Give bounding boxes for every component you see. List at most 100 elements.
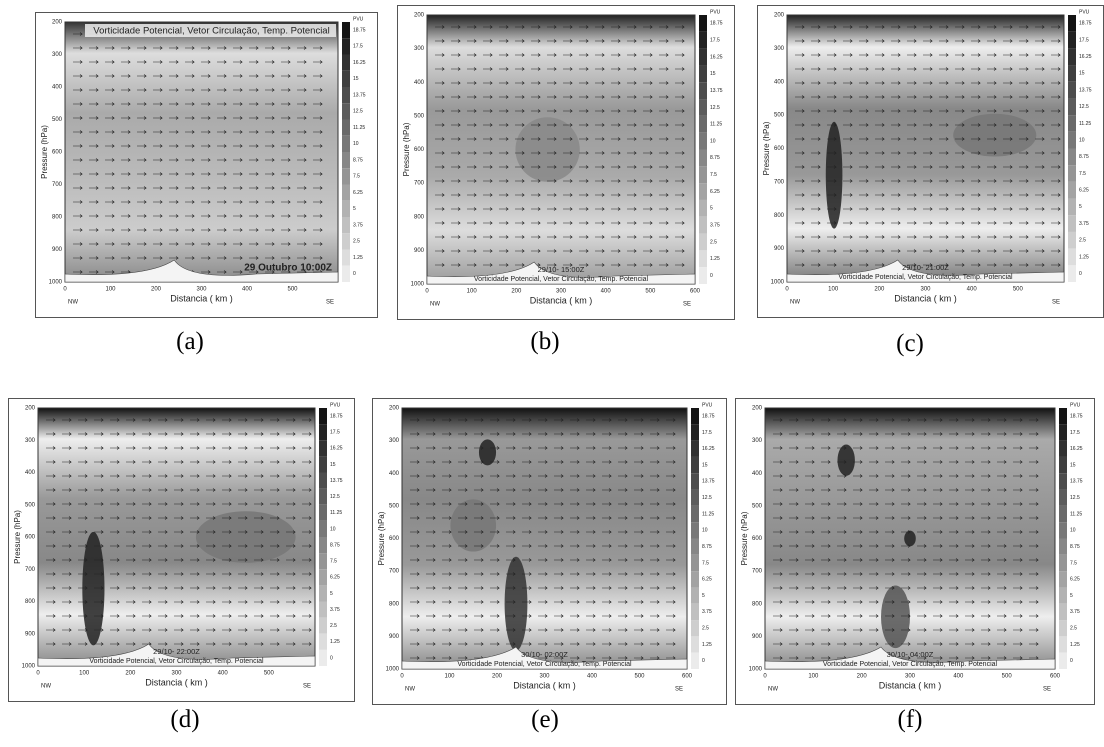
y-tick-label: 700 [389, 569, 400, 575]
colorbar-unit: PVU [1079, 9, 1090, 15]
colorbar-label: 0 [330, 655, 333, 661]
colorbar-label: 2.5 [710, 239, 717, 245]
colorbar-cell [319, 569, 327, 585]
y-tick-label: 900 [389, 634, 400, 640]
y-tick-label: 1000 [749, 667, 763, 673]
colorbar-unit: PVU [353, 16, 364, 22]
colorbar-cell [1059, 604, 1067, 620]
colorbar-label: 1.25 [702, 642, 712, 648]
colorbar-cell [1059, 457, 1067, 473]
colorbar-cell [342, 103, 350, 119]
colorbar-cell [1068, 82, 1076, 99]
colorbar-cell [691, 587, 699, 603]
panel-time: 30/10- 02:00Z [521, 650, 568, 659]
y-axis-label: Pressure (hPa) [13, 510, 22, 564]
colorbar-cell [691, 506, 699, 522]
colorbar-label: 8.75 [1070, 544, 1080, 550]
colorbar-label: 13.75 [330, 478, 343, 484]
colorbar-cell [1068, 215, 1076, 232]
x-tick-label: 400 [601, 289, 612, 295]
colorbar-label: 8.75 [702, 544, 712, 550]
colorbar-label: 11.25 [1070, 511, 1082, 517]
colorbar-label: 0 [1070, 658, 1073, 664]
panel-title: Vorticidade Potencial, Vetor Circulação,… [89, 658, 264, 665]
x-tick-label: 200 [511, 289, 522, 295]
colorbar-unit: PVU [702, 402, 713, 408]
panel-time: 30/10- 04:00Z [887, 650, 934, 659]
colorbar-label: 2.5 [353, 239, 360, 245]
y-tick-label: 600 [25, 535, 36, 541]
colorbar-label: 15 [710, 71, 716, 77]
y-tick-label: 500 [52, 117, 63, 123]
right-label: SE [326, 300, 334, 306]
colorbar-label: 3.75 [1079, 221, 1089, 227]
y-tick-label: 500 [414, 113, 425, 119]
left-label: NW [41, 684, 51, 690]
field-feature [881, 585, 910, 648]
colorbar-cell [691, 522, 699, 538]
x-axis-label: Distancia ( km ) [170, 293, 233, 303]
y-tick-label: 300 [414, 46, 425, 52]
colorbar-cell [1059, 555, 1067, 571]
x-tick-label: 400 [967, 287, 978, 293]
colorbar-cell [1059, 506, 1067, 522]
colorbar-cell [699, 32, 707, 49]
colorbar-label: 11.25 [710, 122, 722, 128]
y-tick-label: 800 [774, 213, 785, 219]
colorbar-cell [342, 22, 350, 38]
colorbar-cell [1059, 424, 1067, 440]
colorbar-cell [1068, 15, 1076, 32]
colorbar-cell [342, 136, 350, 152]
colorbar-label: 12.5 [1079, 104, 1089, 110]
colorbar-label: 6.25 [353, 190, 363, 196]
x-tick-label: 300 [196, 287, 207, 293]
y-tick-label: 1000 [411, 282, 425, 288]
colorbar-label: 11.25 [353, 125, 365, 131]
colorbar-label: 13.75 [702, 479, 715, 485]
colorbar-cell [342, 71, 350, 87]
colorbar-cell [1068, 265, 1076, 282]
colorbar-label: 18.75 [710, 21, 723, 27]
colorbar-cell [319, 553, 327, 569]
colorbar-label: 18.75 [353, 27, 366, 33]
x-tick-label: 200 [874, 287, 885, 293]
y-tick-label: 400 [774, 79, 785, 85]
left-label: NW [68, 300, 78, 306]
colorbar-label: 6.25 [702, 577, 712, 583]
colorbar-cell [691, 539, 699, 555]
colorbar-cell [342, 168, 350, 184]
panel-title: Vorticidade Potencial, Vetor Circulação,… [93, 26, 329, 37]
colorbar-label: 3.75 [710, 222, 720, 228]
colorbar-cell [691, 441, 699, 457]
y-tick-label: 200 [25, 406, 36, 412]
panel: 2003004005006007008009001000Pressure (hP… [35, 12, 378, 318]
colorbar-label: 13.75 [710, 88, 723, 94]
colorbar-label: 7.5 [1079, 171, 1086, 177]
colorbar-label: 12.5 [1070, 495, 1080, 501]
x-tick-label: 300 [905, 674, 916, 680]
colorbar-cell [342, 55, 350, 71]
x-axis-label: Distancia ( km ) [894, 293, 957, 303]
panel: 2003004005006007008009001000Pressure (hP… [735, 398, 1095, 705]
colorbar-label: 1.25 [1079, 254, 1089, 260]
colorbar-label: 7.5 [702, 560, 709, 566]
x-tick-label: 100 [444, 674, 455, 680]
colorbar-label: 17.5 [1070, 430, 1080, 436]
colorbar-cell [1059, 473, 1067, 489]
y-tick-label: 600 [414, 147, 425, 153]
colorbar-label: 1.25 [353, 255, 363, 261]
y-tick-label: 700 [25, 567, 36, 573]
colorbar-label: 2.5 [330, 623, 337, 629]
colorbar-label: 15 [330, 462, 336, 468]
colorbar-cell [319, 618, 327, 634]
colorbar-cell [1068, 48, 1076, 65]
colorbar-label: 12.5 [710, 105, 720, 111]
x-tick-label: 100 [808, 674, 819, 680]
colorbar-label: 18.75 [1070, 413, 1083, 419]
y-tick-label: 400 [52, 85, 63, 91]
panel-time: 29/10- 22:00Z [153, 647, 200, 656]
panel-caption: (f) [898, 706, 923, 734]
y-tick-label: 800 [52, 215, 63, 221]
y-tick-label: 200 [774, 13, 785, 19]
x-tick-label: 100 [79, 671, 90, 677]
